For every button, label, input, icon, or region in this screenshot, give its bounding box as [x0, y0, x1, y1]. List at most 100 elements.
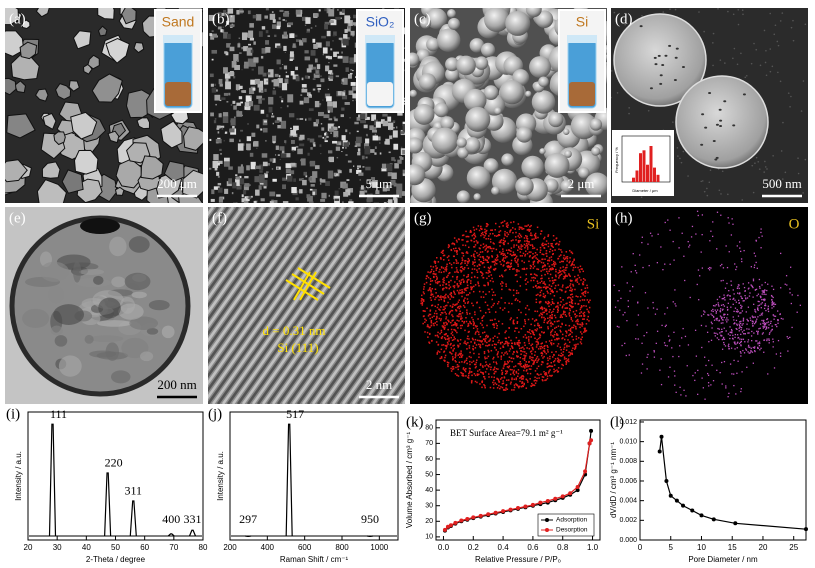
map-dot — [565, 349, 568, 351]
map-dot — [541, 277, 543, 280]
map-dot — [581, 325, 583, 327]
map-dot — [531, 244, 533, 246]
map-dot — [495, 383, 498, 386]
map-dot — [422, 315, 425, 318]
map-dot — [475, 365, 477, 368]
map-dot — [540, 280, 543, 283]
map-dot — [473, 373, 476, 375]
map-dot — [500, 239, 503, 241]
map-dot — [513, 246, 515, 248]
grain — [5, 77, 17, 96]
marker — [523, 504, 528, 509]
map-dot — [501, 341, 503, 344]
map-dot — [442, 278, 444, 281]
marker — [804, 527, 808, 532]
map-dot — [571, 262, 573, 265]
map-dot — [752, 296, 754, 298]
map-dot — [484, 378, 486, 380]
map-dot — [463, 268, 465, 271]
map-dot — [480, 371, 482, 373]
map-dot — [459, 282, 462, 284]
map-dot — [753, 323, 756, 325]
particle — [246, 143, 251, 151]
map-dot — [508, 336, 510, 339]
map-dot — [779, 355, 782, 357]
map-dot — [539, 334, 542, 337]
map-dot — [445, 338, 447, 340]
lattice-fringe — [256, 207, 400, 404]
particle — [227, 8, 234, 14]
map-dot — [544, 273, 546, 276]
map-dot — [484, 234, 486, 237]
map-dot — [464, 297, 466, 299]
map-dot — [444, 295, 446, 297]
sphere — [456, 190, 470, 203]
map-dot — [443, 277, 445, 279]
map-dot — [761, 298, 763, 301]
map-dot — [767, 310, 770, 313]
particle — [299, 40, 304, 46]
map-dot — [441, 266, 443, 269]
map-dot — [492, 323, 494, 326]
map-dot — [722, 297, 725, 300]
map-dot — [467, 262, 469, 264]
map-dot — [570, 263, 573, 266]
map-dot — [540, 261, 543, 264]
y-axis-label: Intensity / a.u. — [14, 451, 23, 501]
particle — [299, 9, 303, 15]
map-dot — [560, 301, 562, 303]
map-dot — [518, 236, 521, 239]
map-dot — [723, 294, 725, 296]
particle — [336, 51, 340, 54]
particle — [244, 183, 250, 188]
map-dot — [420, 300, 423, 302]
map-dot — [563, 338, 566, 341]
map-dot — [740, 258, 743, 260]
map-dot — [463, 322, 465, 324]
panel-label: (l) — [610, 414, 624, 430]
map-dot — [533, 324, 536, 327]
map-dot — [581, 299, 584, 301]
map-dot — [550, 259, 553, 261]
map-dot — [544, 344, 546, 347]
map-dot — [502, 252, 504, 255]
map-dot — [560, 289, 563, 291]
map-dot — [421, 301, 424, 304]
map-dot — [491, 288, 493, 291]
map-dot — [518, 228, 521, 230]
map-dot — [757, 333, 759, 335]
map-dot — [789, 288, 791, 290]
map-dot — [455, 262, 458, 264]
map-dot — [487, 261, 490, 264]
particle — [289, 51, 294, 57]
map-dot — [569, 297, 572, 299]
map-dot — [433, 270, 435, 273]
map-dot — [436, 267, 439, 269]
particle — [233, 53, 239, 62]
map-dot — [755, 321, 757, 323]
map-dot — [716, 309, 719, 311]
map-dot — [472, 262, 475, 264]
map-dot — [467, 301, 470, 303]
particle — [352, 34, 355, 37]
map-dot — [530, 385, 532, 387]
annotation: Si (111) — [277, 340, 318, 355]
speckle — [765, 49, 767, 52]
map-dot — [472, 348, 475, 351]
speckle — [790, 95, 792, 98]
map-dot — [585, 305, 587, 307]
map-dot — [485, 233, 487, 235]
map-dot — [526, 237, 528, 239]
map-dot — [695, 233, 697, 235]
map-dot — [500, 356, 503, 358]
speckle — [611, 70, 613, 72]
map-dot — [449, 351, 451, 353]
map-dot — [571, 252, 574, 255]
map-dot — [579, 271, 581, 273]
map-dot — [544, 309, 547, 312]
map-dot — [741, 310, 744, 312]
map-dot — [722, 338, 725, 340]
map-dot — [520, 347, 523, 349]
particle — [315, 25, 317, 27]
map-dot — [554, 279, 557, 281]
